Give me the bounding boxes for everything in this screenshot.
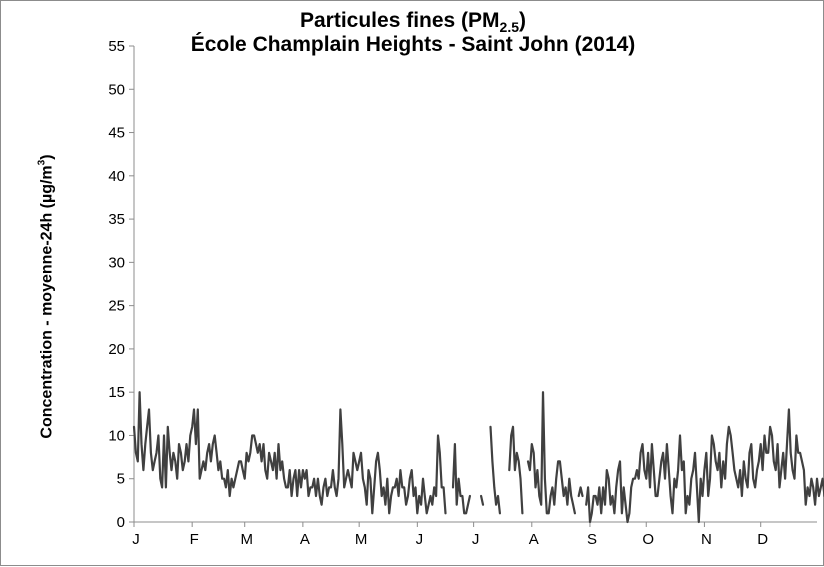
x-tick-label: O <box>642 531 654 548</box>
y-tick-label: 55 <box>108 38 125 55</box>
series-lines-group <box>132 391 824 524</box>
chart-subtitle: École Champlain Heights - Saint John (20… <box>190 33 636 56</box>
y-tick-label: 30 <box>108 254 125 271</box>
axes-group <box>133 46 817 523</box>
x-tick-label: N <box>701 531 712 548</box>
y-tick-label: 25 <box>108 298 125 315</box>
y-tick-label: 10 <box>108 427 125 444</box>
x-tick-label: S <box>587 531 597 548</box>
x-tick-label: M <box>240 531 253 548</box>
x-tick-label: J <box>416 531 424 548</box>
x-tick-label: M <box>355 531 368 548</box>
y-tick-label: 50 <box>108 81 125 98</box>
x-tick-label: A <box>300 531 310 548</box>
x-tick-label: J <box>472 531 480 548</box>
x-tick-label: F <box>190 531 199 548</box>
y-tick-label: 0 <box>117 514 125 531</box>
y-tick-label: 45 <box>108 125 125 142</box>
y-tick-label: 20 <box>108 341 125 358</box>
y-ticks-group: 0 5 10 15 20 25 30 35 40 45 50 55 <box>108 38 134 531</box>
x-tick-label: D <box>757 531 768 548</box>
x-tick-label: A <box>529 531 539 548</box>
chart-title: Particules fines (PM2.5) <box>299 9 527 35</box>
series-line <box>132 391 824 524</box>
x-tick-label: J <box>132 531 140 548</box>
y-tick-label: 5 <box>117 471 125 488</box>
y-tick-label: 35 <box>108 211 125 228</box>
y-tick-label: 40 <box>108 168 125 185</box>
y-tick-label: 15 <box>108 384 125 401</box>
